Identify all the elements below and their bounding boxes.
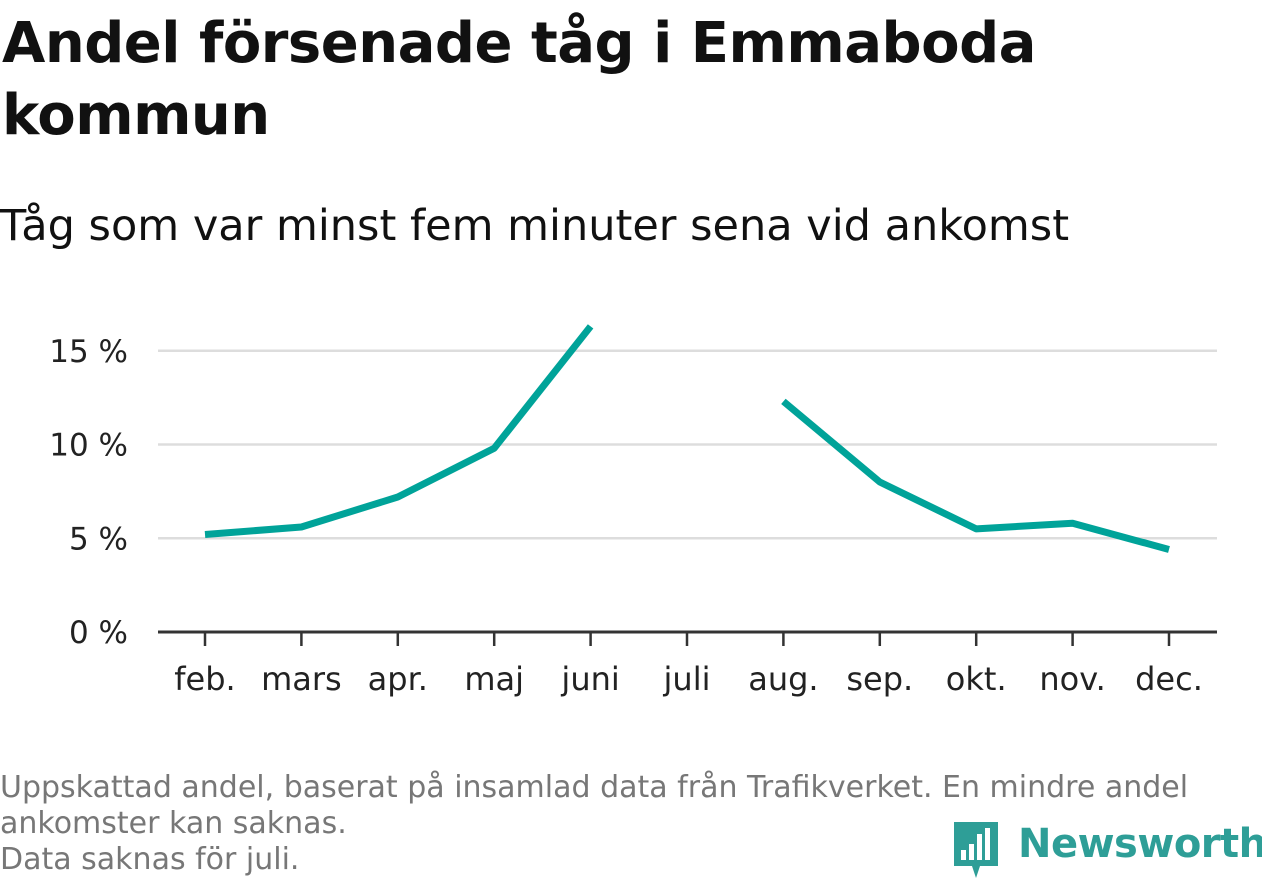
x-tick-label: dec. [1135, 660, 1203, 698]
x-tick-label: juli [663, 660, 711, 698]
y-tick-labels: 0 % 5 % 10 % 15 % [49, 334, 128, 651]
x-tick-label: juni [560, 660, 619, 698]
y-tick-label: 10 % [49, 428, 128, 464]
gridlines [158, 349, 1217, 540]
x-tick-label: sep. [846, 660, 913, 698]
chart-title: Andel försenade tåg i Emmaboda kommun [2, 11, 1036, 148]
chart-subtitle: Tåg som var minst fem minuter sena vid a… [0, 201, 1070, 251]
footnote-line-1: Uppskattad andel, baserat på insamlad da… [0, 770, 1189, 805]
x-tick-labels: feb. mars apr. maj juni juli aug. sep. okt. nov. d… [174, 660, 1203, 698]
y-tick-label: 15 % [49, 334, 128, 370]
x-tick-label: mars [261, 660, 342, 698]
x-axis [158, 630, 1217, 646]
series-segment [781, 398, 1170, 553]
series-segment [204, 324, 594, 538]
x-tick-label: aug. [748, 660, 818, 698]
brand-logo: Newsworthy [950, 818, 1262, 878]
footnote-line-2: ankomster kan saknas. [0, 806, 347, 841]
footnote: Uppskattad andel, baserat på insamlad da… [0, 770, 1250, 878]
x-tick-label: feb. [174, 660, 235, 698]
x-tick-label: maj [464, 660, 524, 698]
x-tick-label: apr. [368, 660, 428, 698]
y-tick-label: 5 % [69, 521, 128, 557]
footnote-line-3: Data saknas för juli. [0, 842, 300, 877]
brand-name: Newsworthy [1018, 821, 1262, 867]
line-chart: 0 % 5 % 10 % 15 % feb. mars apr. maj juni juli au… [49, 324, 1217, 698]
x-tick-label: nov. [1039, 660, 1105, 698]
y-tick-label: 0 % [69, 615, 128, 651]
x-tick-label: okt. [946, 660, 1007, 698]
bar-chart-speech-bubble-icon [954, 822, 998, 878]
series-line [204, 324, 1170, 553]
